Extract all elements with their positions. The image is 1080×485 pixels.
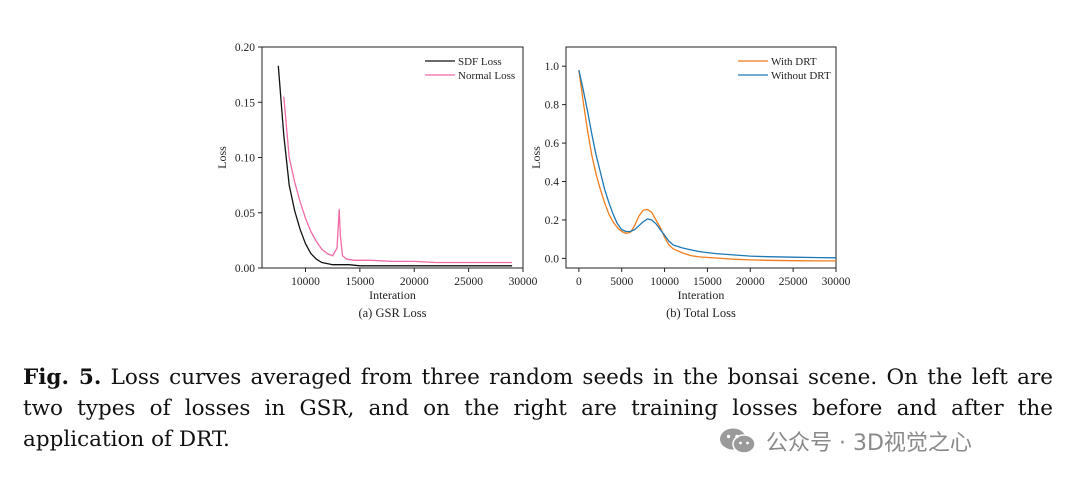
x-tick-label: 30000 <box>822 276 851 288</box>
watermark-text: 公众号 · 3D视觉之心 <box>766 431 972 456</box>
figure-plots: 10000 15000 20000 25000 300000.000.050.100.1… <box>215 42 851 320</box>
subplot-title: (a) GSR Loss <box>358 306 426 320</box>
y-tick-label: 0.05 <box>235 208 255 220</box>
caption-label: Fig. 5. <box>23 365 102 390</box>
figure-caption: Fig. 5. Loss curves averaged from three … <box>23 362 1053 455</box>
plot-a-group: 10000 15000 20000 25000 30000 0.00 0.05 0.10 0.1… <box>215 42 538 320</box>
y-tick-label: 0.15 <box>235 97 255 109</box>
y-tick-label: 0.00 <box>235 263 255 275</box>
series-line-normal-loss <box>283 96 513 264</box>
series-line-with-drt <box>578 70 836 262</box>
caption-text: Loss curves averaged from three random s… <box>23 365 1053 452</box>
y-tick-label: 0.20 <box>235 42 255 54</box>
x-tick-label: 10000 <box>291 276 320 288</box>
x-tick-label: 15000 <box>693 276 722 288</box>
x-tick-label: 20000 <box>736 276 765 288</box>
wechat-icon <box>720 428 756 454</box>
x-tick-label: 5000 <box>610 276 633 288</box>
x-tick-label: 15000 <box>346 276 375 288</box>
legend-label: SDF Loss <box>458 56 502 68</box>
legend-label: Normal Loss <box>458 70 515 82</box>
series-line-sdf-loss <box>277 65 513 267</box>
plot-b-frame <box>565 46 837 269</box>
x-tick-label: 0 <box>576 276 582 288</box>
watermark: 公众号 · 3D视觉之心 <box>718 424 972 458</box>
y-tick-label: 0.6 <box>545 138 560 150</box>
series-line-without-drt <box>578 69 836 259</box>
figure-5: 10000 15000 20000 25000 30000 0.00 0.05 0.10 0.1… <box>215 42 851 320</box>
x-tick-label: 20000 <box>400 276 429 288</box>
y-tick-label: 0.10 <box>235 153 255 165</box>
x-tick-label: 10000 <box>650 276 679 288</box>
y-axis-label: Loss <box>215 146 229 169</box>
x-tick-label: 25000 <box>454 276 483 288</box>
y-tick-label: 0.0 <box>545 253 560 265</box>
y-tick-label: 0.4 <box>545 177 560 189</box>
x-tick-label: 30000 <box>509 276 538 288</box>
y-axis-label: Loss <box>529 146 543 169</box>
x-tick-label: 25000 <box>779 276 808 288</box>
y-tick-label: 1.0 <box>545 61 560 73</box>
x-axis-label: Interation <box>369 288 416 302</box>
x-axis-label: Interation <box>678 288 725 302</box>
subplot-title: (b) Total Loss <box>666 306 736 320</box>
legend-label: Without DRT <box>771 70 831 82</box>
plot-b-group: 0 5000 10000 15000 20000 25000 30000 0.0 0.2 0.4 0… <box>529 46 851 320</box>
legend-label: With DRT <box>771 56 817 68</box>
y-tick-label: 0.8 <box>545 100 560 112</box>
y-tick-label: 0.2 <box>545 215 560 227</box>
